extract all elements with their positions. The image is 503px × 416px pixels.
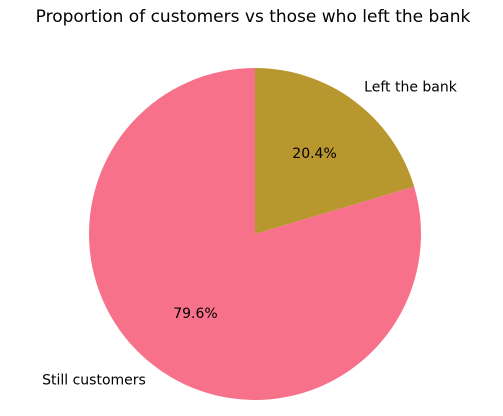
- slice-percent-label: 79.6%: [173, 306, 217, 322]
- slice-percent-label: 20.4%: [292, 146, 336, 162]
- pie-slice-still-customers: [88, 68, 421, 400]
- slice-label: Still customers: [42, 372, 146, 388]
- slices-layer: [88, 68, 421, 400]
- chart-title: Proportion of customers vs those who lef…: [36, 7, 471, 27]
- slice-label: Left the bank: [364, 80, 458, 96]
- labels-layer: Left the bank 20.4% Still customers 79.6%: [42, 80, 458, 389]
- pie-slice-left-the-bank: [255, 68, 415, 234]
